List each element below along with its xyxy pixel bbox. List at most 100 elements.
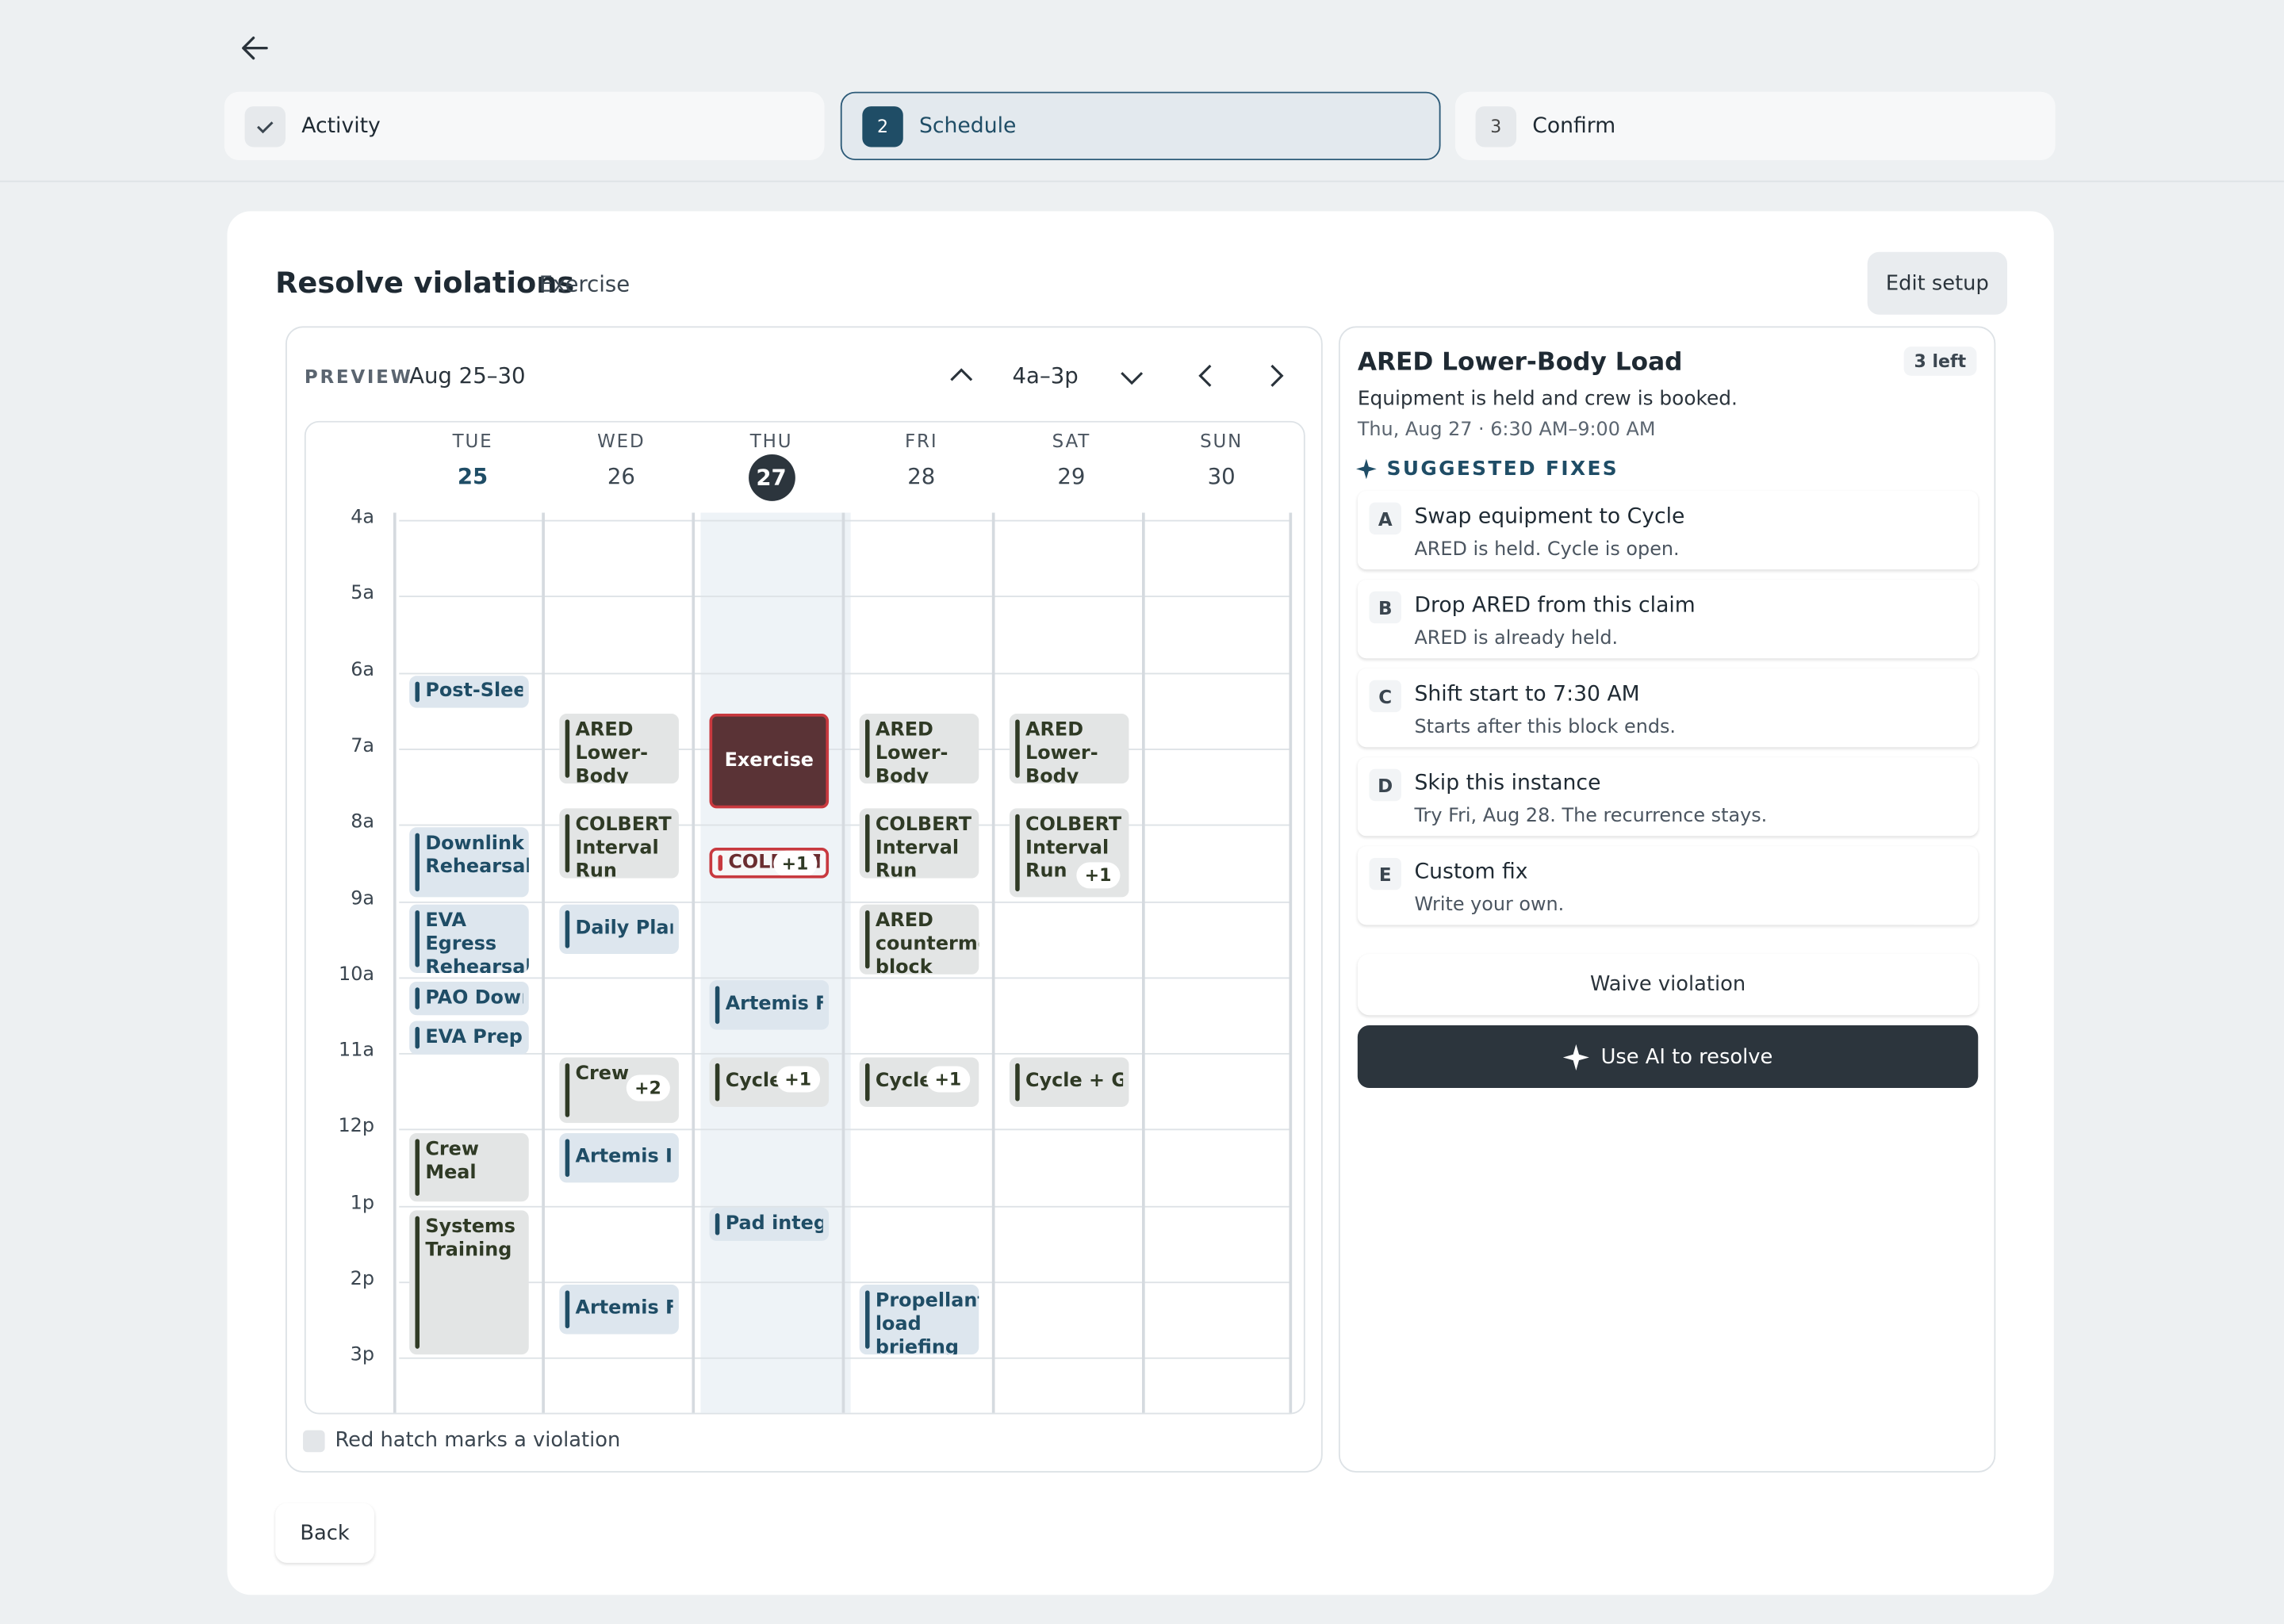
event[interactable]: Artemis Flight [559, 1285, 679, 1335]
hour-label: 6a [351, 659, 375, 681]
event-title: Systems Training [425, 1216, 516, 1262]
fix-title: Drop ARED from this claim [1414, 594, 1696, 618]
event-title: Daily Planning [575, 917, 673, 940]
legend-text: Red hatch marks a violation [335, 1428, 621, 1453]
event[interactable]: Artemis Flight [709, 980, 830, 1030]
day-name: WED [597, 429, 646, 452]
detail-description: Equipment is held and crew is booked. [1357, 387, 1738, 411]
day-name: FRI [905, 429, 938, 452]
event[interactable]: Post-Sleep [409, 676, 529, 708]
event-title: Pad integration [725, 1212, 823, 1235]
event[interactable]: ARED countermeasure block [859, 904, 979, 975]
fix-key: D [1369, 768, 1401, 802]
hour-line [399, 519, 1290, 522]
hour-line [399, 1129, 1290, 1132]
edit-button[interactable]: Edit setup [1867, 251, 2008, 315]
event[interactable]: Daily Planning [559, 904, 679, 955]
event[interactable]: Exercise [709, 714, 830, 809]
event[interactable]: COLBERT Interval Run +1 [1009, 808, 1129, 898]
detail-time: Thu, Aug 27 · 6:30 AM–9:00 AM [1357, 419, 1656, 442]
hour-label: 4a [351, 507, 375, 529]
hour-label: 1p [350, 1192, 375, 1215]
fix-option[interactable]: A Swap equipment to Cycle ARED is held. Cy… [1357, 490, 1979, 570]
event[interactable]: COLBERT+1 [709, 847, 830, 879]
event[interactable]: Cycle +1 [709, 1057, 830, 1107]
fix-option[interactable]: E Custom fix Write your own. [1357, 846, 1979, 925]
event-title: ARED Lower-Body Load [575, 719, 649, 784]
step-label: Confirm [1532, 114, 1616, 138]
event[interactable]: Cycle + Gait [1009, 1057, 1129, 1107]
prev-week[interactable] [1191, 362, 1221, 391]
fixes-heading: SUGGESTED FIXES [1386, 457, 1619, 481]
event[interactable]: Artemis II [559, 1132, 679, 1183]
hour-line [399, 748, 1290, 750]
back-arrow[interactable] [239, 32, 270, 63]
column-line [692, 512, 695, 1413]
detail-title: ARED Lower-Body Load [1357, 347, 1683, 377]
preview-label: PREVIEW [304, 366, 413, 388]
next-week[interactable] [1262, 362, 1291, 391]
event[interactable]: Propellant load briefing [859, 1285, 979, 1355]
day-date: 27 [748, 454, 795, 501]
day-name: SUN [1200, 429, 1244, 452]
event[interactable]: Crew Meal [409, 1132, 529, 1202]
event-title: EVA Prep [425, 1025, 523, 1048]
event[interactable]: Pad integration [709, 1207, 830, 1241]
earlier-button[interactable] [947, 362, 976, 389]
event-title: Crew Meal [425, 1139, 479, 1185]
event-title: Post-Sleep [425, 680, 523, 703]
hour-label: 12p [338, 1116, 375, 1139]
waive-button[interactable]: Waive violation [1357, 954, 1979, 1016]
fix-option[interactable]: B Drop ARED from this claim ARED is alread… [1357, 580, 1979, 659]
event[interactable]: COLBERT Interval Run [559, 808, 679, 879]
day-date: 30 [1207, 463, 1236, 490]
event[interactable]: Crew +2 [559, 1057, 679, 1124]
hour-line [399, 901, 1290, 902]
hour-label: 11a [339, 1040, 375, 1063]
step[interactable]: 3 Confirm [1454, 91, 2056, 161]
event[interactable]: EVA Prep [409, 1021, 529, 1055]
day-date: 26 [607, 463, 635, 490]
event-title: ARED Lower-Body Load [1025, 719, 1098, 784]
step[interactable]: Activity [224, 91, 825, 161]
event[interactable]: EVA Egress Rehearsal [409, 904, 529, 973]
hour-label: 8a [351, 811, 375, 833]
back-button[interactable]: Back [275, 1503, 375, 1563]
fix-note: Write your own. [1414, 894, 1565, 917]
event-title: Artemis II [575, 1146, 673, 1169]
event-title: Exercise [724, 749, 814, 772]
event[interactable]: Systems Training [409, 1210, 529, 1355]
event-title: Downlink Rehearsal [425, 833, 529, 879]
step-check [244, 105, 286, 147]
hour-line [399, 1281, 1290, 1284]
event[interactable]: COLBERT Interval Run [859, 808, 979, 879]
hour-label: 10a [339, 963, 375, 986]
legend-swatch [303, 1430, 325, 1453]
step[interactable]: 2 Schedule [840, 91, 1441, 161]
event[interactable]: ARED Lower-Body Load [559, 714, 679, 784]
fix-title: Shift start to 7:30 AM [1414, 683, 1640, 707]
event[interactable]: ARED Lower-Body Load [1009, 714, 1129, 784]
event[interactable]: PAO Downlink [409, 981, 529, 1016]
later-button[interactable] [1117, 364, 1147, 390]
ai-button[interactable]: Use AI to resolve [1357, 1025, 1979, 1089]
hour-line [399, 596, 1290, 598]
event[interactable]: ARED Lower-Body Load [859, 714, 979, 784]
hour-label: 2p [350, 1268, 375, 1291]
event-badge: +1 [776, 1066, 821, 1093]
fix-option[interactable]: D Skip this instance Try Fri, Aug 28. The … [1357, 757, 1979, 837]
event-badge: +1 [1075, 862, 1121, 889]
fix-note: Try Fri, Aug 28. The recurrence stays. [1414, 805, 1768, 828]
event-title: Artemis Flight [725, 993, 823, 1016]
event[interactable]: Cycle +1 [859, 1057, 979, 1107]
fix-option[interactable]: C Shift start to 7:30 AM Starts after this… [1357, 668, 1979, 748]
event-badge: +1 [772, 850, 818, 875]
column-line [1289, 512, 1292, 1413]
event-title: Propellant load briefing [875, 1290, 979, 1355]
fix-title: Swap equipment to Cycle [1414, 505, 1685, 529]
event-badge: +2 [626, 1074, 670, 1101]
event-title: COLBERT Interval Run [1025, 814, 1122, 883]
event[interactable]: Downlink Rehearsal [409, 827, 529, 898]
